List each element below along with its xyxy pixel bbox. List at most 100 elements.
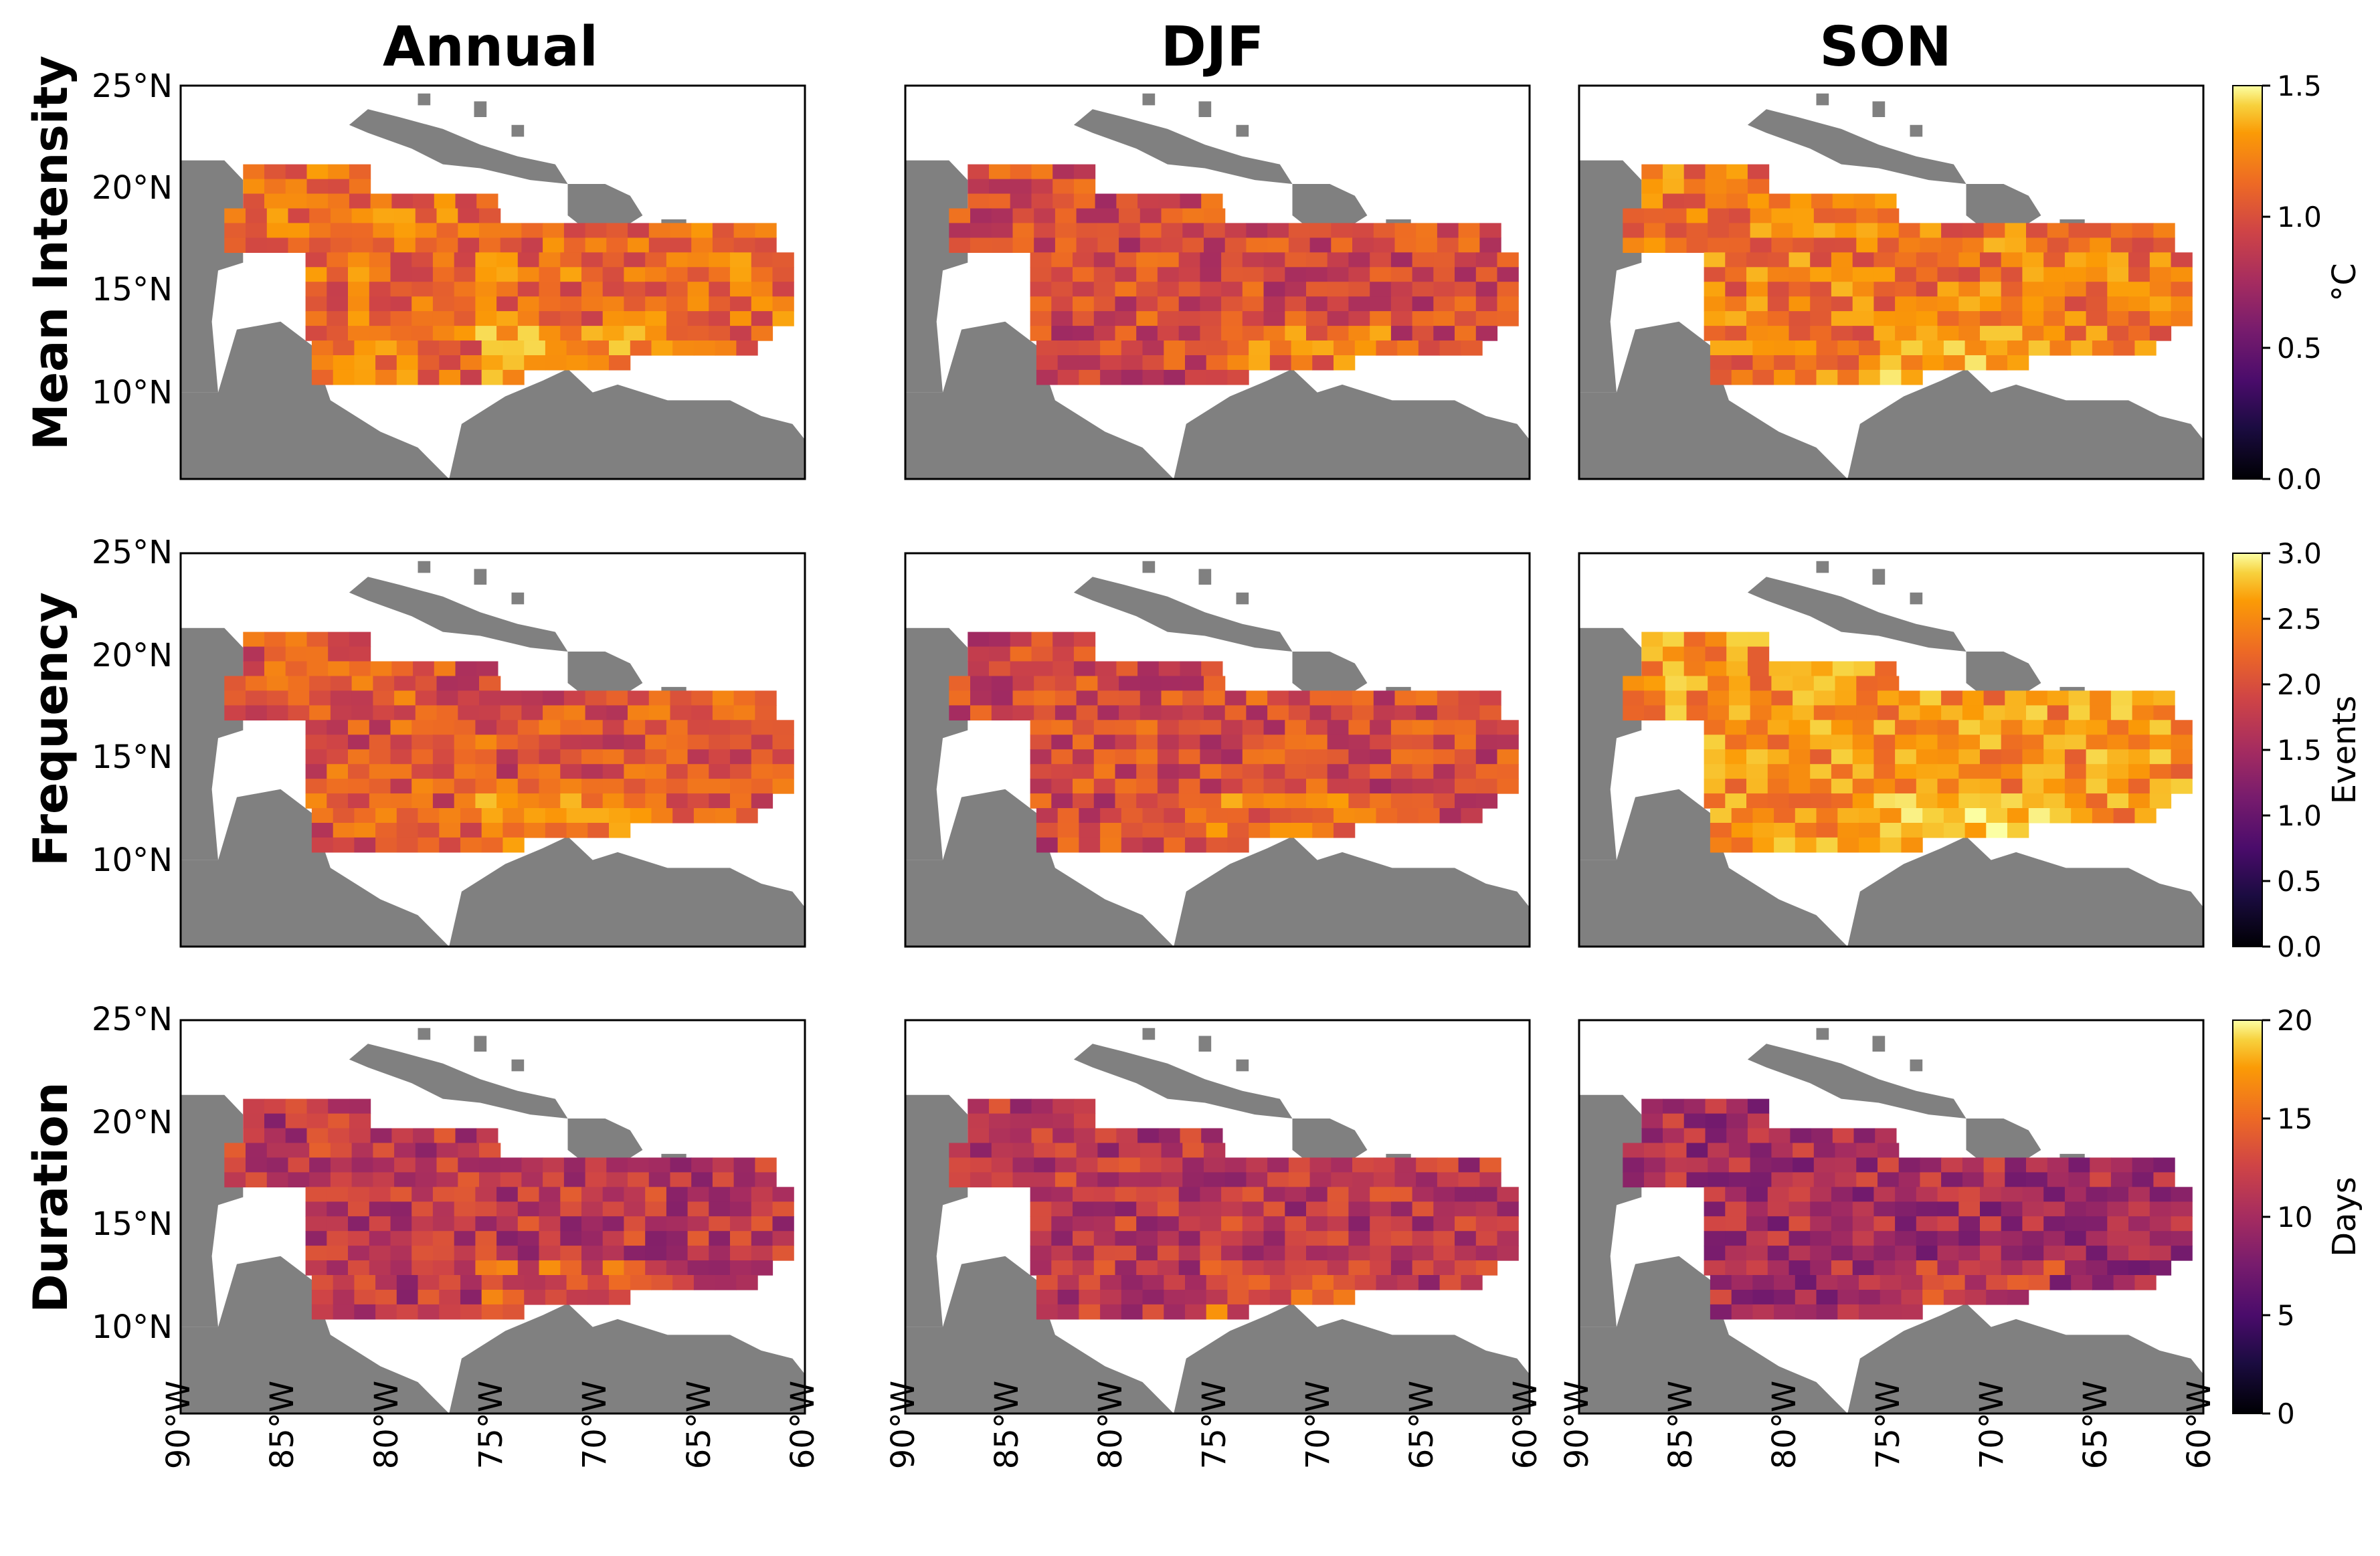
grid-cell [1941,1157,1963,1173]
grid-cell [306,179,329,195]
grid-cell [2110,223,2133,238]
grid-cell [1180,1128,1202,1144]
grid-cell [1767,1246,1790,1261]
grid-cell [432,282,455,297]
grid-cell [1242,311,1265,326]
grid-cell [1242,326,1265,341]
grid-cell [243,661,265,677]
grid-cell [1161,1143,1183,1159]
grid-cell [1747,164,1770,180]
grid-cell [311,808,334,823]
grid-cell [1497,1246,1519,1261]
grid-cell [587,341,610,356]
grid-cell [989,164,1011,180]
colorbar-gradient [2232,85,2263,480]
grid-cell [730,735,752,750]
grid-cell [1249,1275,1271,1290]
grid-cell [1663,1128,1685,1144]
grid-cell [1795,808,1817,823]
grid-cell [1816,1275,1838,1290]
grid-cell [432,1216,455,1232]
grid-cell [1458,690,1480,706]
grid-cell [1249,355,1271,371]
grid-cell [1178,793,1200,809]
grid-cell [2153,690,2175,706]
grid-cell [1073,164,1096,180]
grid-cell [1813,1172,1836,1187]
grid-cell [496,1187,519,1202]
grid-cell [351,1157,373,1173]
grid-cell [1093,735,1116,750]
grid-cell [1121,355,1143,371]
grid-cell [1746,764,1768,779]
grid-cell [432,267,455,282]
grid-cell [1285,735,1307,750]
grid-cell [502,823,525,838]
grid-cell [1370,793,1392,809]
grid-cell [246,1143,268,1159]
grid-cell [1182,223,1204,238]
grid-cell [1873,1187,1896,1202]
panel-frame [1578,552,2205,948]
grid-cell [1327,326,1349,341]
grid-cell [1901,808,1923,823]
grid-cell [1810,1187,1832,1202]
grid-cell [1246,237,1268,253]
grid-cell [1852,793,1874,809]
grid-cell [1937,1231,1959,1246]
grid-cell [1100,1290,1122,1305]
grid-cell [949,705,971,720]
grid-cell [1916,1260,1938,1276]
grid-cell [560,779,582,794]
grid-cell [348,1187,370,1202]
grid-cell [2113,1275,2135,1290]
grid-cell [351,237,373,253]
grid-cell [1370,749,1392,765]
grid-cell [1139,1172,1162,1187]
grid-cell [348,252,370,268]
grid-cell [602,749,624,765]
grid-cell [1412,326,1434,341]
grid-cell [2086,252,2108,268]
land-mass [349,1044,568,1119]
grid-cell [1412,749,1434,765]
grid-cell [1767,296,1790,312]
grid-cell [1221,326,1243,341]
grid-cell [1224,223,1247,238]
grid-cell [411,282,434,297]
colorbar-gradient [2232,553,2263,947]
grid-cell [454,779,476,794]
grid-cell [1055,1172,1077,1187]
grid-cell [370,661,392,677]
grid-cell [1895,1246,1917,1261]
grid-cell [1076,690,1098,706]
grid-cell [1810,1246,1832,1261]
grid-cell [496,1216,519,1232]
grid-cell [1856,1172,1878,1187]
grid-cell [264,1113,286,1129]
grid-cell [2049,341,2072,356]
grid-cell [1100,341,1122,356]
grid-cell [1031,1113,1053,1129]
grid-cell [1497,779,1519,794]
grid-cell [434,193,456,209]
grid-cell [1623,237,1645,253]
grid-cell [1093,1201,1116,1217]
grid-cell [288,1157,310,1173]
grid-cell [1708,705,1730,720]
land-mass [511,592,525,605]
grid-cell [1200,267,1222,282]
land-mass [905,321,1174,479]
grid-cell [479,1172,501,1187]
grid-cell [1242,1216,1265,1232]
grid-cell [730,764,752,779]
grid-cell [328,164,350,180]
grid-cell [1852,1246,1874,1261]
grid-cell [1937,749,1959,765]
grid-cell [1051,1246,1073,1261]
grid-cell [949,676,971,692]
lon-tick: 65°W [1403,1381,1441,1470]
grid-cell [1641,661,1663,677]
grid-cell [396,341,419,356]
grid-cell [373,1172,395,1187]
